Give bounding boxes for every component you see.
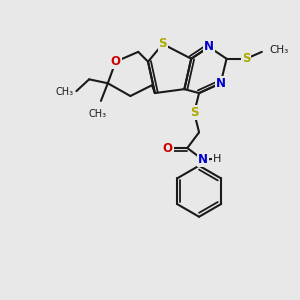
Text: N: N xyxy=(216,77,226,90)
Text: S: S xyxy=(190,106,198,119)
Text: O: O xyxy=(163,142,173,154)
Text: S: S xyxy=(158,38,167,50)
Text: S: S xyxy=(242,52,250,65)
Text: N: N xyxy=(204,40,214,53)
Text: CH₃: CH₃ xyxy=(89,109,107,119)
Text: CH₃: CH₃ xyxy=(270,45,289,55)
Text: N: N xyxy=(198,153,208,166)
Text: O: O xyxy=(111,55,121,68)
Text: CH₃: CH₃ xyxy=(55,87,74,97)
Text: H: H xyxy=(213,154,221,164)
